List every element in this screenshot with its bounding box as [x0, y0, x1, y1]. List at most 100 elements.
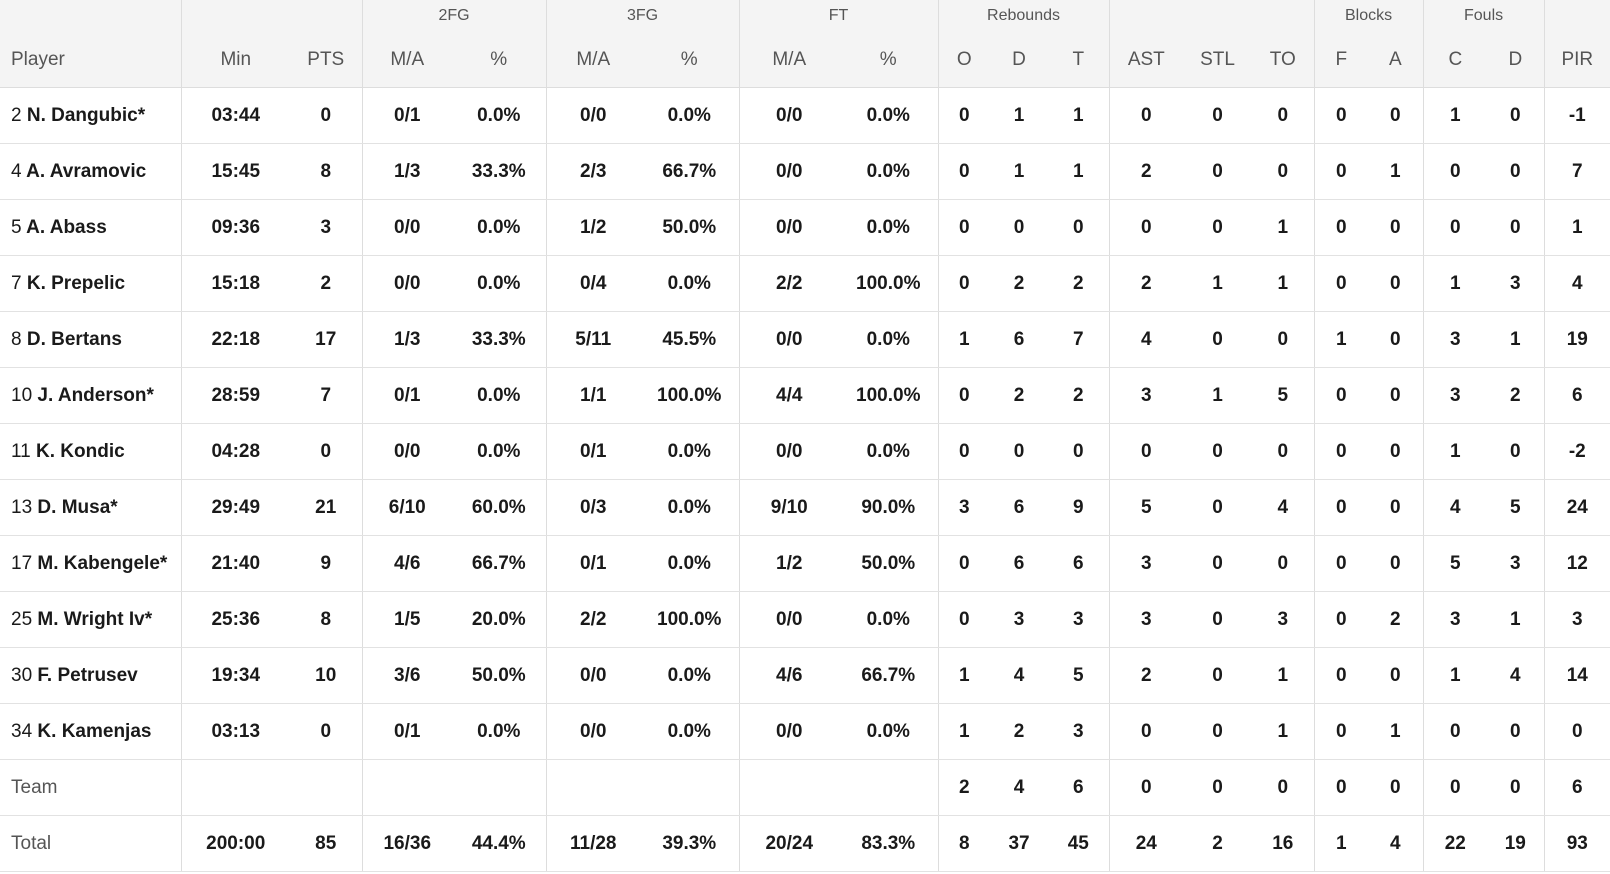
col-header-foul-d[interactable]: D	[1487, 32, 1545, 88]
table-row: 13 D. Musa* 29:49 21 6/10 60.0% 0/3 0.0% 9/10 90…	[0, 479, 1610, 536]
player-name-link[interactable]: N. Dangubic*	[26, 104, 146, 126]
cell-stl: 0	[1183, 703, 1253, 760]
cell-ast: 2	[1108, 255, 1184, 312]
cell-pts: 17	[290, 311, 362, 368]
player-name-link[interactable]: A. Avramovic	[26, 160, 147, 182]
col-header-foul-c[interactable]: C	[1422, 32, 1488, 88]
cell-pts: 8	[290, 591, 362, 648]
cell-fg3-pct: 66.7%	[640, 143, 739, 200]
cell-ast: 3	[1108, 591, 1184, 648]
cell-fg3-pct: 0.0%	[640, 423, 739, 480]
cell-ast: 0	[1108, 87, 1184, 144]
cell-fg2-pct: 0.0%	[452, 423, 546, 480]
col-header-pir[interactable]: PIR	[1543, 32, 1610, 88]
player-name-link[interactable]: D. Bertans	[26, 328, 122, 350]
cell-to: 1	[1252, 703, 1315, 760]
cell-ft-pct: 0.0%	[839, 423, 939, 480]
table-row: 34 K. Kamenjas 03:13 0 0/1 0.0% 0/0 0.0% 0/0 0.0…	[0, 703, 1610, 760]
player-name-link[interactable]: D. Musa*	[37, 496, 118, 518]
cell-pir: -2	[1543, 423, 1610, 480]
cell-pts: 7	[290, 367, 362, 424]
cell-player: 11 K. Kondic	[0, 423, 181, 480]
player-name-link[interactable]: J. Anderson*	[37, 384, 154, 406]
cell-fg2-pct: 20.0%	[452, 591, 546, 648]
cell-blk-a: 2	[1368, 591, 1424, 648]
cell-foul-d: 3	[1487, 535, 1545, 592]
cell-pir: 19	[1543, 311, 1610, 368]
cell-min: 15:45	[180, 143, 290, 200]
cell-pir: 3	[1543, 591, 1610, 648]
cell-blk-a: 0	[1368, 199, 1424, 256]
col-header-stl[interactable]: STL	[1183, 32, 1253, 88]
col-header-3fg-ma[interactable]: M/A	[545, 32, 640, 88]
cell-blk-a: 0	[1368, 479, 1424, 536]
cell-foul-d: 0	[1487, 199, 1545, 256]
col-header-reb-t[interactable]: T	[1048, 32, 1110, 88]
cell-ast: 24	[1108, 815, 1184, 872]
cell-reb-t: 1	[1048, 87, 1110, 144]
cell-ast: 3	[1108, 367, 1184, 424]
cell-pir: 6	[1543, 367, 1610, 424]
col-header-min[interactable]: Min	[180, 32, 290, 88]
cell-foul-d: 4	[1487, 647, 1545, 704]
cell-to: 4	[1252, 479, 1315, 536]
col-header-ft-pct[interactable]: %	[839, 32, 939, 88]
group-fouls: Fouls	[1422, 0, 1545, 32]
cell-reb-d: 37	[990, 815, 1049, 872]
player-name-link[interactable]: M. Kabengele*	[37, 552, 168, 574]
player-name-link[interactable]: K. Kamenjas	[37, 720, 152, 742]
cell-pts: 0	[290, 703, 362, 760]
player-number: 10	[11, 384, 33, 406]
player-name-link[interactable]: K. Kondic	[36, 440, 125, 462]
player-name-link[interactable]: M. Wright Iv*	[37, 608, 153, 630]
cell-ft-ma	[738, 759, 839, 816]
cell-blk-a: 0	[1368, 311, 1424, 368]
cell-ft-ma: 0/0	[738, 87, 839, 144]
cell-ast: 3	[1108, 535, 1184, 592]
cell-reb-t: 0	[1048, 199, 1110, 256]
cell-to: 1	[1252, 199, 1315, 256]
col-header-blk-a[interactable]: A	[1368, 32, 1424, 88]
cell-reb-d: 0	[990, 199, 1049, 256]
cell-pts: 9	[290, 535, 362, 592]
cell-fg2-ma: 0/1	[361, 87, 452, 144]
col-header-pts[interactable]: PTS	[290, 32, 362, 88]
cell-ft-ma: 0/0	[738, 143, 839, 200]
col-header-ft-ma[interactable]: M/A	[738, 32, 839, 88]
cell-reb-d: 2	[990, 703, 1049, 760]
cell-ft-ma: 2/2	[738, 255, 839, 312]
cell-blk-a: 0	[1368, 367, 1424, 424]
cell-foul-c: 0	[1422, 199, 1488, 256]
cell-min: 04:28	[180, 423, 290, 480]
cell-pir: -1	[1543, 87, 1610, 144]
col-header-to[interactable]: TO	[1252, 32, 1315, 88]
col-header-ast[interactable]: AST	[1108, 32, 1184, 88]
col-header-blk-f[interactable]: F	[1313, 32, 1369, 88]
player-name-link[interactable]: K. Prepelic	[26, 272, 126, 294]
cell-fg3-pct: 0.0%	[640, 87, 739, 144]
cell-blk-f: 0	[1313, 87, 1369, 144]
col-header-player[interactable]: Player	[0, 32, 181, 88]
cell-fg3-ma: 5/11	[545, 311, 640, 368]
cell-reb-d: 4	[990, 647, 1049, 704]
cell-foul-d: 3	[1487, 255, 1545, 312]
col-header-2fg-pct[interactable]: %	[452, 32, 546, 88]
cell-reb-t: 3	[1048, 703, 1110, 760]
cell-to: 0	[1252, 87, 1315, 144]
cell-pts	[290, 759, 362, 816]
col-header-reb-o[interactable]: O	[937, 32, 991, 88]
col-header-2fg-ma[interactable]: M/A	[361, 32, 452, 88]
col-header-3fg-pct[interactable]: %	[640, 32, 739, 88]
total-label: Total	[0, 815, 181, 872]
player-name-link[interactable]: F. Petrusev	[37, 664, 138, 686]
cell-fg3-pct: 0.0%	[640, 535, 739, 592]
cell-pir: 93	[1543, 815, 1610, 872]
cell-reb-d: 4	[990, 759, 1049, 816]
cell-fg2-ma: 1/3	[361, 143, 452, 200]
player-number: 34	[11, 720, 33, 742]
col-header-reb-d[interactable]: D	[990, 32, 1049, 88]
cell-reb-o: 0	[937, 423, 991, 480]
player-name-link[interactable]: A. Abass	[26, 216, 107, 238]
cell-reb-t: 2	[1048, 255, 1110, 312]
